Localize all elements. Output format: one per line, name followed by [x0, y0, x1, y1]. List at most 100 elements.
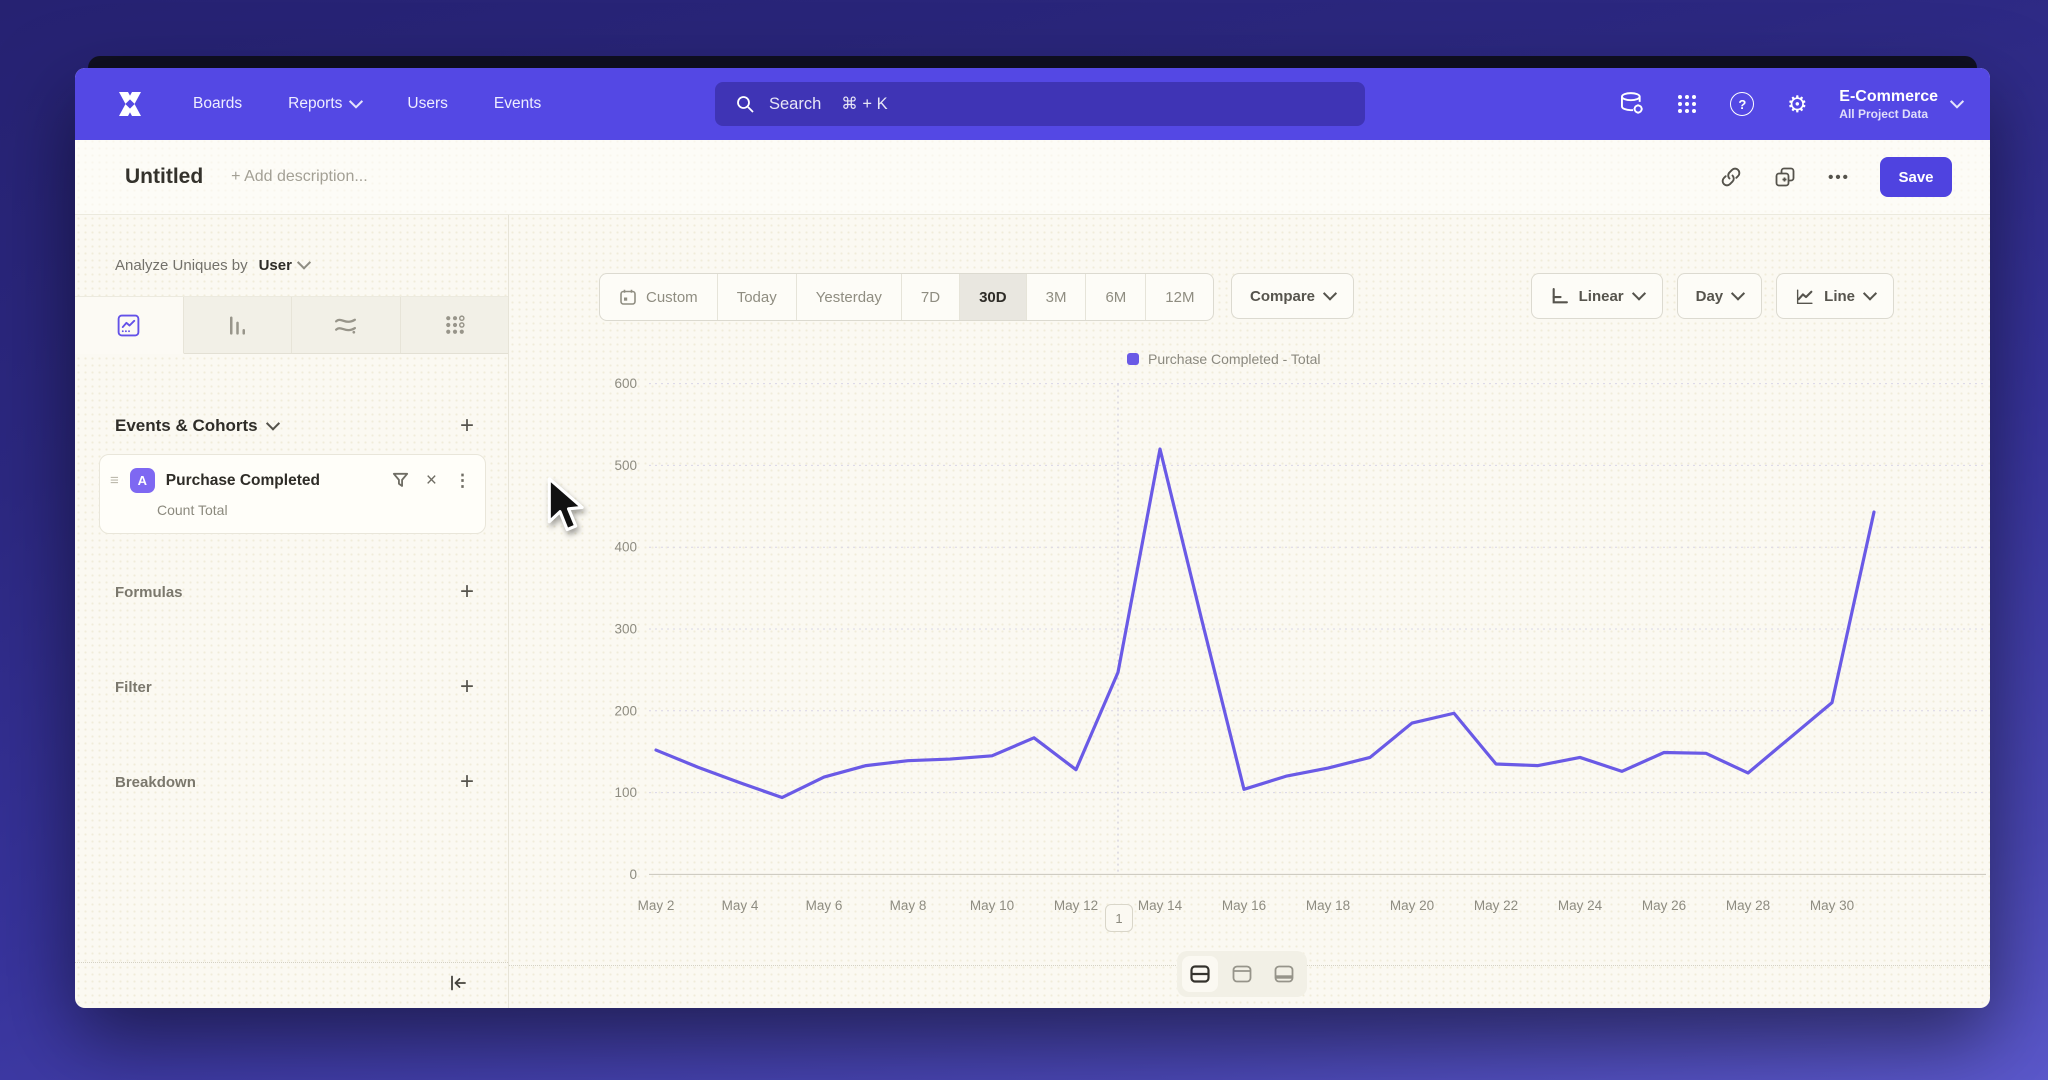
tab-flows[interactable] — [292, 297, 401, 353]
nav-right: ? ⚙ E-Commerce All Project Data — [1619, 68, 1965, 140]
date-range-custom[interactable]: Custom — [600, 274, 718, 320]
project-scope: All Project Data — [1839, 106, 1928, 121]
nav-item-boards[interactable]: Boards — [193, 95, 242, 113]
x-axis-label: May 14 — [1138, 898, 1183, 913]
apps-grid-icon[interactable] — [1674, 91, 1700, 117]
events-cohorts-title[interactable]: Events & Cohorts — [115, 416, 258, 435]
date-range-3m[interactable]: 3M — [1027, 274, 1087, 320]
y-axis-label: 0 — [629, 867, 637, 882]
view-panel-bottom-button[interactable] — [1266, 956, 1302, 992]
analyze-label: Analyze Uniques by — [115, 257, 248, 274]
nav-item-events[interactable]: Events — [494, 95, 541, 113]
date-range-12m[interactable]: 12M — [1146, 274, 1213, 320]
charttype-dropdown[interactable]: Line — [1776, 273, 1894, 319]
tab-funnels-bars[interactable] — [184, 297, 292, 353]
date-range-7d[interactable]: 7D — [902, 274, 961, 320]
search-icon — [735, 94, 755, 114]
query-sidebar: Analyze Uniques by User — [75, 215, 509, 1008]
x-axis-label: May 4 — [722, 898, 759, 913]
line-chart[interactable]: 0 100 200 300 400 500 600 May 2 May 4 May 6 May 8 M… — [561, 361, 1990, 941]
view-split-rows-button[interactable] — [1182, 956, 1218, 992]
legend-label: Purchase Completed - Total — [1148, 351, 1321, 367]
line-chart-icon — [1795, 287, 1814, 306]
event-kebab-icon[interactable]: ⋮ — [454, 470, 471, 490]
app-window: Boards Reports Users Events Search ⌘ + K — [75, 68, 1990, 1008]
scale-dropdown[interactable]: Linear — [1530, 273, 1663, 319]
events-cohorts-header: Events & Cohorts + — [115, 414, 474, 438]
date-range-6m[interactable]: 6M — [1086, 274, 1147, 320]
filter-funnel-icon[interactable] — [392, 472, 409, 489]
annotation-badge[interactable]: 1 — [1105, 904, 1133, 932]
x-axis-label: May 6 — [806, 898, 843, 913]
question-mark: ? — [1730, 92, 1755, 116]
drag-handle-icon[interactable]: ≡ — [110, 472, 119, 489]
date-range-yesterday[interactable]: Yesterday — [797, 274, 902, 320]
chart-legend[interactable]: Purchase Completed - Total — [1127, 351, 1321, 367]
chevron-down-icon — [1949, 94, 1965, 109]
chevron-down-icon — [265, 416, 280, 431]
nav-item-label: Events — [493, 95, 542, 112]
data-management-icon[interactable] — [1619, 91, 1645, 117]
chart-controls: Custom Today Yesterday 7D 30D 3M 6M 12M Compare — [509, 273, 1990, 321]
add-event-button[interactable]: + — [459, 412, 474, 439]
report-type-tabs — [75, 296, 508, 354]
nav-item-reports[interactable]: Reports — [288, 94, 364, 113]
date-range-group: Custom Today Yesterday 7D 30D 3M 6M 12M — [599, 273, 1215, 321]
tab-retention[interactable] — [401, 297, 509, 353]
series-line — [654, 447, 1876, 800]
section-label: Formulas — [115, 583, 183, 601]
search-input[interactable]: Search ⌘ + K — [715, 82, 1365, 126]
event-metric[interactable]: Count Total — [157, 502, 228, 518]
toolbar-actions: ••• Save — [1718, 157, 1952, 197]
add-filter-button[interactable]: + — [459, 673, 474, 700]
add-description[interactable]: + Add description... — [231, 168, 368, 185]
chevron-down-icon — [349, 94, 364, 109]
sidebar-section-filter: Filter + — [115, 675, 474, 699]
project-selector[interactable]: E-Commerce All Project Data — [1839, 87, 1965, 121]
save-button[interactable]: Save — [1880, 157, 1952, 197]
chevron-down-icon — [296, 255, 312, 270]
copy-link-icon[interactable] — [1718, 164, 1744, 190]
settings-gear-icon[interactable]: ⚙ — [1786, 90, 1808, 117]
x-axis-label: May 30 — [1810, 898, 1854, 913]
chevron-down-icon — [1322, 286, 1338, 301]
date-range-30d[interactable]: 30D — [960, 274, 1027, 320]
add-breakdown-button[interactable]: + — [459, 768, 474, 795]
remove-event-icon[interactable]: × — [425, 470, 437, 491]
event-badge: A — [129, 468, 155, 493]
add-formulas-button[interactable]: + — [459, 578, 474, 605]
report-title[interactable]: Untitled — [125, 165, 204, 188]
x-axis-label: May 12 — [1054, 898, 1098, 913]
sidebar-section-formulas: Formulas + — [115, 580, 474, 604]
top-nav: Boards Reports Users Events Search ⌘ + K — [75, 68, 1990, 140]
mixpanel-logo-icon[interactable] — [113, 87, 147, 121]
interval-dropdown[interactable]: Day — [1676, 273, 1763, 319]
chevron-down-icon — [1631, 286, 1646, 301]
project-name: E-Commerce — [1839, 88, 1938, 106]
section-label: Filter — [115, 678, 152, 696]
y-axis-label: 300 — [614, 622, 637, 637]
sidebar-footer — [75, 962, 508, 1008]
y-axis-label: 400 — [614, 540, 637, 555]
y-axis-label: 500 — [614, 458, 637, 473]
more-options-icon[interactable]: ••• — [1828, 168, 1850, 186]
event-card[interactable]: ≡ A Purchase Completed × ⋮ — [99, 454, 486, 534]
view-panel-top-button[interactable] — [1224, 956, 1260, 992]
duplicate-icon[interactable] — [1772, 164, 1798, 190]
x-axis-label: May 16 — [1222, 898, 1266, 913]
date-range-today[interactable]: Today — [718, 274, 797, 320]
legend-swatch — [1127, 353, 1139, 365]
help-icon[interactable]: ? — [1729, 91, 1755, 117]
compare-button[interactable]: Compare — [1231, 273, 1355, 319]
analyze-uniques-selector[interactable]: Analyze Uniques by User — [115, 255, 508, 274]
nav-item-users[interactable]: Users — [407, 95, 447, 113]
x-axis-label: May 20 — [1390, 898, 1434, 913]
collapse-sidebar-icon[interactable] — [448, 973, 468, 998]
chart-panel: Custom Today Yesterday 7D 30D 3M 6M 12M Compare — [509, 215, 1990, 1008]
calendar-icon — [620, 289, 636, 305]
tab-insights[interactable] — [75, 297, 184, 354]
sidebar-section-breakdown: Breakdown + — [115, 770, 474, 794]
event-name[interactable]: Purchase Completed — [165, 471, 320, 489]
nav-menu: Boards Reports Users Events — [193, 94, 541, 113]
